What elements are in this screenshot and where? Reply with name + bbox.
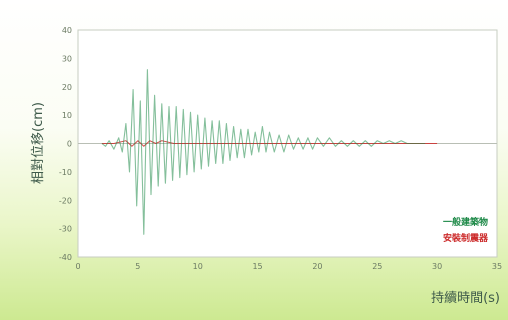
x-tick-label: 0 xyxy=(75,262,80,271)
y-tick-label: -40 xyxy=(59,253,72,262)
x-tick-label: 15 xyxy=(252,262,262,271)
series-lines xyxy=(101,69,438,235)
x-tick-label: 30 xyxy=(432,262,442,271)
y-tick-label: 20 xyxy=(62,83,72,92)
legend-item-1: 一般建築物 xyxy=(443,216,488,228)
y-tick-label: -30 xyxy=(59,225,72,234)
y-tick-label: 10 xyxy=(62,111,72,120)
y-tick-label: 0 xyxy=(67,140,72,149)
y-tick-label: 30 xyxy=(62,54,72,63)
y-tick-label: -20 xyxy=(59,196,72,205)
y-tick-labels: 40 30 20 10 0 -10 -20 -30 -40 xyxy=(59,26,72,262)
x-tick-label: 10 xyxy=(193,262,203,271)
series-line-2 xyxy=(101,140,438,147)
y-axis-title: 相對位移(cm) xyxy=(31,102,46,184)
x-tick-labels: 0 5 10 15 20 25 30 35 xyxy=(75,262,502,271)
y-tick-label: -10 xyxy=(59,168,72,177)
legend-item-2: 安裝制震器 xyxy=(443,232,489,244)
x-tick-label: 25 xyxy=(372,262,382,271)
x-tick-label: 35 xyxy=(492,262,502,271)
y-tick-label: 40 xyxy=(62,26,72,35)
x-tick-label: 5 xyxy=(135,262,140,271)
x-tick-label: 20 xyxy=(312,262,322,271)
series-line-1 xyxy=(101,69,426,235)
x-axis-title: 持續時間(s) xyxy=(431,291,500,306)
